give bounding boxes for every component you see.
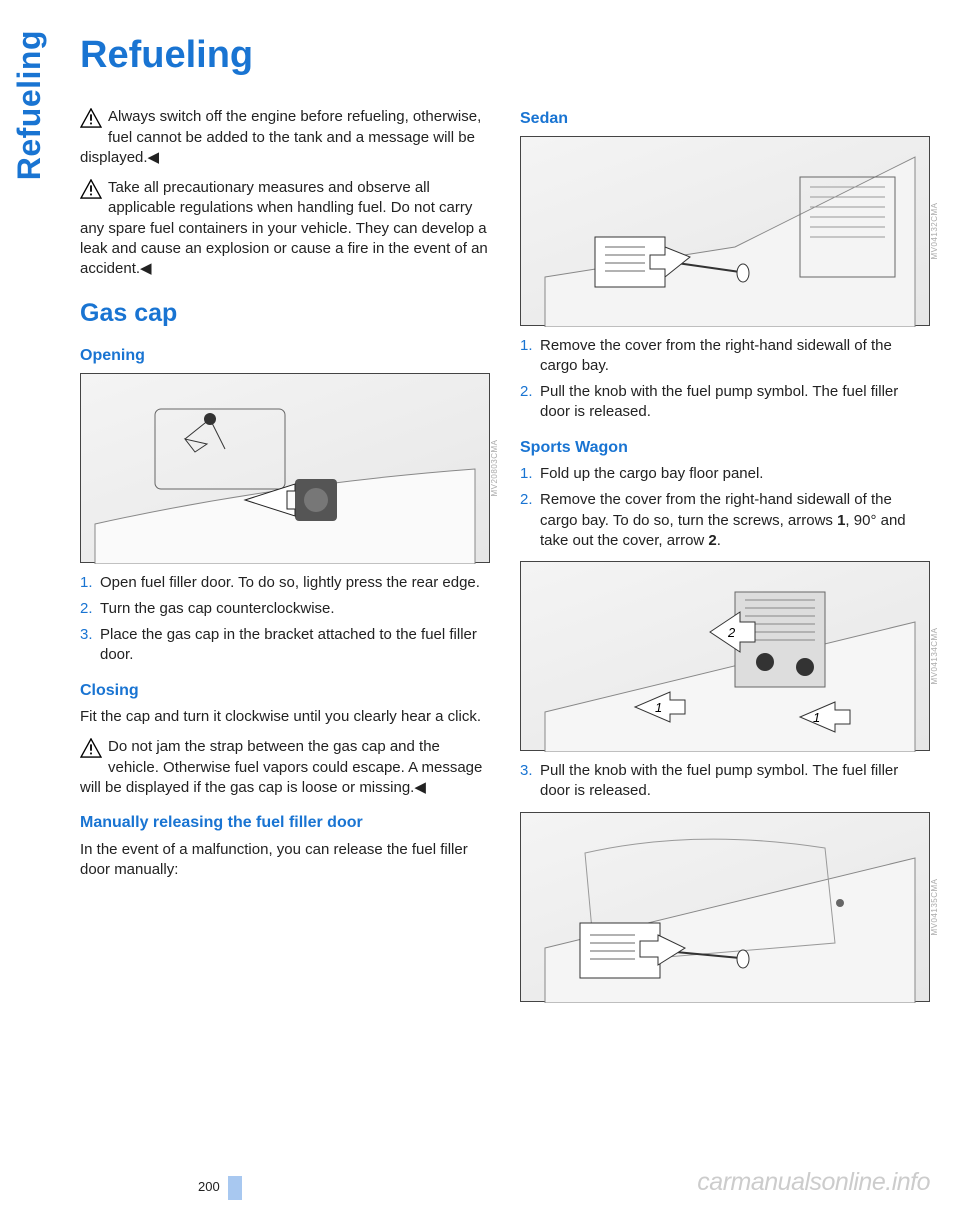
step-number: 1. [520, 464, 540, 484]
list-item: 3.Pull the knob with the fuel pump symbo… [520, 761, 930, 802]
opening-steps: 1.Open fuel filler door. To do so, light… [80, 573, 490, 666]
sports-wagon-heading: Sports Wagon [520, 437, 930, 459]
watermark-text: carmanualsonline.info [697, 1166, 930, 1200]
closing-heading: Closing [80, 680, 490, 702]
list-item: 1.Remove the cover from the right-hand s… [520, 336, 930, 377]
right-column: Sedan MV04132CMA 1.Remove th [520, 30, 930, 1012]
opening-heading: Opening [80, 345, 490, 367]
warning-triangle-icon [80, 738, 102, 758]
list-item: 2.Turn the gas cap counterclockwise. [80, 599, 490, 619]
step-number: 2. [520, 382, 540, 423]
figure-sports-wagon-1: 2 1 1 MV04134CMA [520, 561, 930, 751]
svg-text:1: 1 [813, 710, 820, 725]
step-number: 2. [520, 490, 540, 551]
step-text: Pull the knob with the fuel pump symbol.… [540, 761, 930, 802]
page-indicator-bar [228, 1176, 242, 1200]
page-footer: 200 carmanualsonline.info [0, 1170, 960, 1200]
warning-paragraph-2: Take all precautionary measures and obse… [80, 178, 490, 279]
warning-paragraph-3: Do not jam the strap between the gas cap… [80, 737, 490, 798]
step-number: 3. [80, 625, 100, 666]
step-number: 3. [520, 761, 540, 802]
warning-text-3: Do not jam the strap between the gas cap… [80, 738, 482, 796]
figure-opening: MV20803CMA [80, 373, 490, 563]
warning-triangle-icon [80, 179, 102, 199]
closing-text: Fit the cap and turn it clockwise until … [80, 707, 490, 727]
figure-code-3: MV04134CMA [930, 628, 941, 685]
bold-ref: 2 [708, 532, 716, 549]
step-text: Turn the gas cap counterclockwise. [100, 599, 490, 619]
step-text: Place the gas cap in the bracket attache… [100, 625, 490, 666]
svg-text:2: 2 [727, 625, 736, 640]
list-item: 2. Remove the cover from the right-hand … [520, 490, 930, 551]
figure-code-4: MV04135CMA [930, 878, 941, 935]
step-text: Remove the cover from the right-hand sid… [540, 336, 930, 377]
warning-text-2: Take all precautionary measures and obse… [80, 179, 488, 277]
step-number: 1. [80, 573, 100, 593]
step-number: 2. [80, 599, 100, 619]
list-item: 3.Place the gas cap in the bracket attac… [80, 625, 490, 666]
sidebar-section-label: Refueling [8, 30, 51, 180]
step-text: Pull the knob with the fuel pump symbol.… [540, 382, 930, 423]
manual-release-text: In the event of a malfunction, you can r… [80, 840, 490, 881]
figure-sedan: MV04132CMA [520, 136, 930, 326]
warning-text-1: Always switch off the engine before refu… [80, 108, 481, 166]
figure-code-1: MV20803CMA [490, 439, 501, 496]
list-item: 1.Fold up the cargo bay floor panel. [520, 464, 930, 484]
warning-paragraph-1: Always switch off the engine before refu… [80, 107, 490, 168]
page-title: Refueling [80, 30, 490, 81]
page-content: Refueling Always switch off the engine b… [80, 0, 930, 1012]
manual-release-heading: Manually releasing the fuel filler door [80, 812, 490, 834]
figure-sports-wagon-2: MV04135CMA [520, 812, 930, 1002]
sports-wagon-step-3: 3.Pull the knob with the fuel pump symbo… [520, 761, 930, 802]
step-text: Fold up the cargo bay floor panel. [540, 464, 930, 484]
warning-triangle-icon [80, 108, 102, 128]
text-fragment: . [717, 532, 721, 549]
list-item: 2.Pull the knob with the fuel pump symbo… [520, 382, 930, 423]
figure-code-2: MV04132CMA [930, 202, 941, 259]
sports-wagon-steps-a: 1.Fold up the cargo bay floor panel. 2. … [520, 464, 930, 551]
step-text: Open fuel filler door. To do so, lightly… [100, 573, 490, 593]
left-column: Refueling Always switch off the engine b… [80, 30, 490, 1012]
svg-text:1: 1 [655, 700, 662, 715]
sedan-steps: 1.Remove the cover from the right-hand s… [520, 336, 930, 423]
sedan-heading: Sedan [520, 108, 930, 130]
step-text: Remove the cover from the right-hand sid… [540, 490, 930, 551]
page-number: 200 [198, 1178, 220, 1196]
list-item: 1.Open fuel filler door. To do so, light… [80, 573, 490, 593]
step-number: 1. [520, 336, 540, 377]
gas-cap-heading: Gas cap [80, 297, 490, 331]
